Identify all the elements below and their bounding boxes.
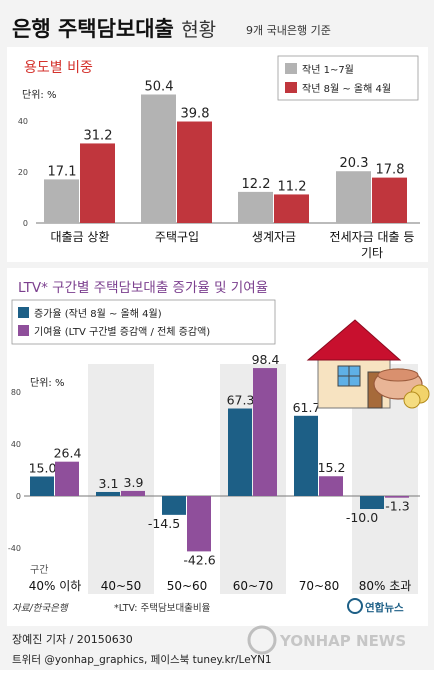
header-subtitle: 9개 국내은행 기준	[246, 24, 331, 37]
chart2-category-label: 40~50	[101, 579, 142, 593]
chart2-legend: 증가율 (작년 8월 ~ 올해 4월) 기여율 (LTV 구간별 증감액 / 전체…	[11, 299, 276, 345]
chart1-bar	[238, 191, 273, 223]
chart1-bar	[274, 194, 309, 223]
chart2-category-label: 60~70	[233, 579, 274, 593]
chart2-value-label: 26.4	[54, 446, 82, 461]
chart1-legend-box	[277, 55, 419, 101]
chart1-value-label: 31.2	[84, 128, 113, 143]
chart1-ytick-label: 20	[18, 168, 28, 177]
chart2-bar	[96, 491, 120, 496]
chart2-category-label: 40% 이하	[29, 579, 82, 593]
chart1-value-label: 20.3	[340, 156, 369, 171]
chart1-category-label: 대출금 상환	[50, 230, 109, 244]
chart1-bar	[336, 171, 371, 223]
chart1-legend-label: 작년 1~7월	[302, 64, 354, 76]
chart2-ytick-label: -40	[8, 544, 21, 553]
chart1-bar	[141, 94, 176, 223]
chart2-value-label: -14.5	[148, 516, 180, 531]
chart2-unit-label: 단위: %	[30, 376, 64, 389]
chart2-category-label: 80% 초과	[359, 579, 412, 593]
house-illustration	[306, 319, 402, 409]
chart2-legend-box	[11, 299, 276, 345]
chart2-value-label: 61.7	[293, 400, 321, 415]
chart2-bar	[385, 496, 409, 498]
source-note: 자료/한국은행	[12, 603, 69, 614]
chart2-legend-label: 증가율 (작년 8월 ~ 올해 4월)	[34, 307, 162, 320]
svg-text:YONHAP NEWS: YONHAP NEWS	[279, 632, 406, 650]
chart2-legend-label: 기여율 (LTV 구간별 증감액 / 전체 증감액)	[34, 326, 210, 338]
chart2-value-label: 3.9	[124, 475, 144, 490]
chart2-value-label: -10.0	[346, 510, 378, 525]
chart1-ytick-label: 0	[23, 219, 28, 228]
chart2-bar	[187, 496, 211, 552]
chart2-value-label: 3.1	[99, 476, 119, 491]
chart1-bar	[372, 177, 407, 223]
chart2-bar	[294, 415, 318, 496]
chart2-ytick-label: 80	[11, 388, 21, 397]
chart2-legend-swatch	[18, 307, 29, 318]
chart1-value-label: 50.4	[145, 79, 174, 94]
chart1-legend-swatch	[285, 63, 297, 74]
chart2-bar	[121, 490, 145, 496]
yonhap-logo: 연합뉴스	[347, 598, 404, 614]
chart2-value-label: -42.6	[183, 552, 215, 567]
chart2-ytick-label: 0	[16, 492, 21, 501]
chart2-value-label: 98.4	[252, 352, 280, 367]
chart2-category-label: 70~80	[299, 579, 340, 593]
chart2-column-band	[88, 364, 154, 594]
chart1-title: 용도별 비중	[24, 60, 93, 76]
chart2-bar	[360, 496, 384, 509]
chart1-legend-swatch	[285, 82, 297, 93]
chart1-category-label: 전세자금 대출 등 기타	[330, 230, 415, 260]
chart1-value-label: 17.1	[48, 164, 77, 179]
chart1-category-label: 생계자금	[252, 230, 296, 244]
chart1-legend-label: 작년 8월 ~ 올해 4월	[302, 82, 391, 95]
chart2-bar	[228, 408, 252, 496]
coin-purse-icon	[373, 368, 430, 409]
svg-text:연합뉴스: 연합뉴스	[365, 601, 404, 614]
chart2-bar	[319, 476, 343, 496]
watermark: YONHAP NEWS	[247, 625, 406, 655]
chart2-legend-swatch	[18, 325, 29, 336]
chart1-bar	[177, 121, 212, 223]
chart2-xlabel: 구간	[30, 564, 48, 576]
chart2-bar	[55, 461, 79, 496]
chart2-category-label: 50~60	[167, 579, 208, 593]
chart1-unit-label: 단위: %	[22, 88, 56, 101]
chart2-value-label: 15.2	[318, 460, 346, 475]
chart2-value-label: -1.3	[385, 499, 409, 514]
chart2-bar	[30, 476, 54, 496]
chart2-bar	[162, 496, 186, 515]
chart1-category-label: 주택구입	[155, 230, 199, 244]
chart2-value-label: 67.3	[227, 393, 255, 408]
chart2-bar	[253, 368, 277, 496]
chart1-bar	[44, 179, 79, 223]
chart2-value-label: 15.0	[29, 461, 57, 476]
chart2-ytick-label: 40	[11, 440, 21, 449]
chart1-value-label: 39.8	[181, 107, 210, 122]
ltv-footnote: *LTV: 주택담보대출비율	[114, 602, 211, 614]
chart1-ytick-label: 40	[18, 117, 28, 126]
social-links: 트위터 @yonhap_graphics, 페이스북 tuney.kr/LeYN…	[12, 653, 272, 666]
reporter-credit: 장예진 기자 / 20150630	[12, 633, 133, 646]
chart1-value-label: 12.2	[242, 177, 271, 192]
chart1-bar	[80, 143, 115, 223]
chart1-value-label: 17.8	[376, 163, 405, 178]
chart2-title: LTV* 구간별 주택담보대출 증가율 및 기여율	[18, 280, 268, 296]
header-title: 은행 주택담보대출 현황	[12, 17, 216, 41]
chart1-value-label: 11.2	[278, 179, 307, 194]
